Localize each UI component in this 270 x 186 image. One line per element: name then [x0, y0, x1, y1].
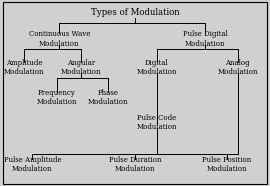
Text: Continuous Wave
Modulation: Continuous Wave Modulation: [29, 31, 90, 48]
Text: Pulse Duration
Modulation: Pulse Duration Modulation: [109, 156, 161, 173]
Text: Pulse Digital
Modulation: Pulse Digital Modulation: [183, 31, 228, 48]
Text: Pulse Amplitude
Modulation: Pulse Amplitude Modulation: [4, 156, 61, 173]
Text: Pulse Code
Modulation: Pulse Code Modulation: [136, 114, 177, 131]
Text: Frequency
Modulation: Frequency Modulation: [36, 89, 77, 106]
Text: Analog
Modulation: Analog Modulation: [217, 59, 258, 76]
Text: Pulse Position
Modulation: Pulse Position Modulation: [202, 156, 251, 173]
Text: Phase
Modulation: Phase Modulation: [88, 89, 128, 106]
Text: Amplitude
Modulation: Amplitude Modulation: [4, 59, 45, 76]
Text: Digital
Modulation: Digital Modulation: [136, 59, 177, 76]
Text: Angular
Modulation: Angular Modulation: [61, 59, 101, 76]
Text: Types of Modulation: Types of Modulation: [91, 8, 179, 17]
